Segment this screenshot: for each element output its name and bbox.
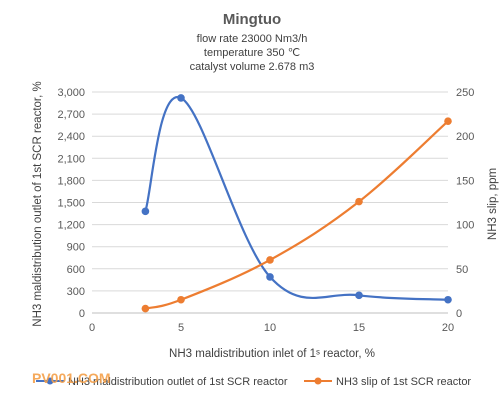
data-point-slip (177, 295, 185, 304)
data-point-outlet (444, 295, 452, 304)
x-tick-label: 0 (89, 322, 95, 334)
y-axis-left-label: NH3 maldistribution outlet of 1st SCR re… (32, 81, 44, 326)
legend-label-slip: NH3 slip of 1st SCR reactor (336, 376, 471, 388)
watermark: PV001.COM (32, 370, 111, 386)
axes: 0 300 600 900 1,200 1,500 1,800 2,100 2,400 2,700… (57, 87, 474, 334)
y-left-tick-label: 3,000 (57, 87, 85, 99)
data-point-slip (444, 117, 452, 125)
series-line-slip (145, 120, 449, 310)
y-right-tick-label: 250 (456, 87, 474, 99)
y-left-tick-label: 2,400 (57, 131, 85, 143)
y-right-tick-label: 0 (456, 308, 462, 320)
x-axis-label: NH3 maldistribution inlet of 1ˢ reactor,… (169, 348, 375, 360)
chart-subtitle-flow-rate: flow rate 23000 Nm3/h (197, 33, 308, 45)
y-right-tick-label: 50 (456, 264, 468, 276)
y-left-tick-label: 2,700 (57, 109, 85, 121)
y-left-tick-label: 300 (67, 286, 85, 298)
series (141, 94, 452, 313)
legend-swatch-marker-outlet (46, 377, 54, 385)
data-point-outlet (177, 94, 185, 102)
y-left-tick-label: 1,200 (57, 220, 85, 232)
y-left-tick-label: 600 (67, 264, 85, 276)
legend-swatch-marker-slip (314, 377, 322, 385)
data-point-outlet (266, 273, 274, 281)
legend: NH3 maldistribution outlet of 1st SCR re… (36, 376, 471, 388)
y-left-tick-label: 0 (79, 308, 85, 320)
y-left-tick-label: 2,100 (57, 153, 85, 165)
chart-title: Mingtuo (223, 11, 281, 28)
data-point-slip (141, 304, 150, 313)
y-right-tick-label: 100 (456, 220, 474, 232)
x-tick-label: 10 (264, 322, 276, 334)
chart-subtitle-catalyst-volume: catalyst volume 2.678 m3 (190, 61, 315, 73)
data-point-slip (266, 256, 274, 264)
y-left-tick-label: 1,800 (57, 175, 85, 187)
data-point-outlet (141, 207, 150, 216)
legend-label-outlet: NH3 maldistribution outlet of 1st SCR re… (68, 376, 288, 388)
x-tick-label: 15 (353, 322, 365, 334)
chart-subtitle-temperature: temperature 350 ℃ (204, 47, 300, 59)
y-right-tick-label: 200 (456, 131, 474, 143)
data-point-slip (355, 197, 363, 206)
x-tick-label: 5 (178, 322, 184, 334)
gridlines (92, 91, 448, 292)
data-point-outlet (355, 291, 363, 300)
series-line-outlet (144, 96, 449, 301)
y-right-tick-label: 150 (456, 175, 474, 187)
x-tick-label: 20 (442, 322, 454, 334)
y-axis-right-label: NH3 slip, ppm (487, 168, 499, 240)
y-left-tick-label: 900 (67, 242, 85, 254)
y-left-tick-label: 1,500 (57, 198, 85, 210)
